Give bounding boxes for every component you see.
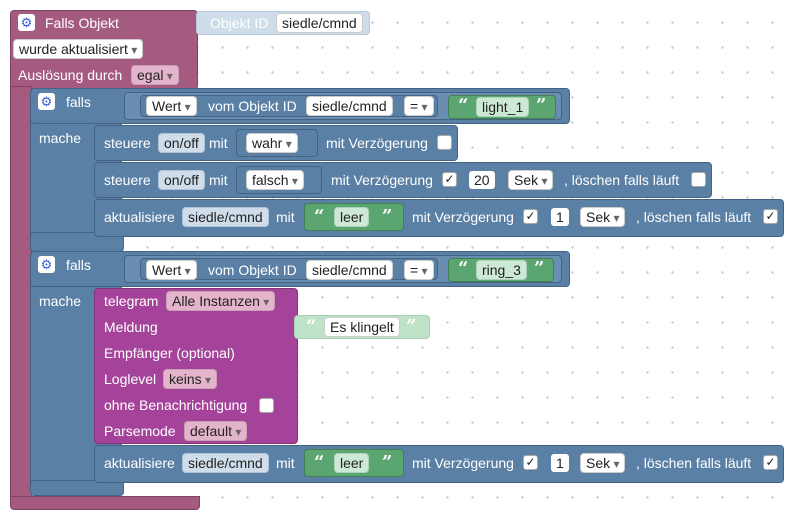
clear-label: , löschen falls läuft: [636, 455, 752, 471]
loglevel-label: Loglevel: [104, 371, 157, 387]
delay-checkbox[interactable]: ✓: [442, 172, 457, 187]
state-field[interactable]: on/off: [158, 170, 205, 190]
clear-checkbox[interactable]: ✓: [763, 455, 778, 470]
silent-label: ohne Benachrichtigung: [104, 397, 248, 413]
text-field[interactable]: leer: [334, 453, 370, 473]
object-field[interactable]: siedle/cmnd: [182, 207, 269, 227]
object-id-label: Objekt ID: [210, 15, 269, 31]
with-label: mit: [209, 172, 228, 188]
bool-dropdown[interactable]: wahr: [246, 133, 298, 153]
control-label: steuere: [104, 172, 151, 188]
delay-unit-dropdown[interactable]: Sek: [580, 207, 626, 227]
parsemode-label: Parsemode: [104, 423, 176, 439]
clear-checkbox[interactable]: [691, 172, 706, 187]
bool-dropdown[interactable]: falsch: [246, 170, 304, 190]
operator-dropdown[interactable]: =: [404, 260, 434, 280]
parsemode-dropdown[interactable]: default: [184, 421, 248, 441]
update-label: aktualisiere: [104, 455, 175, 471]
recipient-label: Empfänger (optional): [104, 345, 235, 361]
from-object-label: vom Objekt ID: [208, 98, 297, 114]
gear-icon[interactable]: ⚙: [38, 93, 55, 110]
object-id-field[interactable]: siedle/cmnd: [306, 260, 393, 280]
value-dropdown[interactable]: Wert: [146, 260, 197, 280]
telegram-block[interactable]: [94, 288, 298, 444]
delay-unit-dropdown[interactable]: Sek: [580, 453, 626, 473]
object-id-field[interactable]: siedle/cmnd: [306, 96, 393, 116]
silent-checkbox[interactable]: [259, 398, 274, 413]
from-object-label: vom Objekt ID: [208, 262, 297, 278]
clear-label: , löschen falls läuft: [636, 209, 752, 225]
text-field[interactable]: light_1: [476, 97, 530, 117]
instance-dropdown[interactable]: Alle Instanzen: [166, 291, 276, 311]
loglevel-dropdown[interactable]: keins: [163, 369, 218, 389]
trigger-title: Falls Objekt: [45, 15, 119, 31]
with-label: mit: [276, 209, 295, 225]
quote-icon: ”: [536, 95, 547, 116]
delay-unit-dropdown[interactable]: Sek: [508, 170, 554, 190]
telegram-label: telegram: [104, 293, 159, 309]
delay-value-field[interactable]: 1: [550, 453, 570, 473]
quote-icon: ”: [406, 316, 417, 337]
delay-label: mit Verzögerung: [412, 209, 514, 225]
quote-icon: ”: [382, 206, 393, 227]
with-label: mit: [276, 455, 295, 471]
quote-icon: ”: [382, 452, 393, 473]
quote-icon: “: [314, 206, 325, 227]
message-text-field[interactable]: Es klingelt: [324, 317, 400, 337]
if-block-2-bottom: [30, 480, 124, 496]
event-dropdown[interactable]: wurde aktualisiert: [13, 39, 144, 59]
delay-label: mit Verzögerung: [412, 455, 514, 471]
clear-label: , löschen falls läuft: [564, 172, 680, 188]
update-label: aktualisiere: [104, 209, 175, 225]
delay-checkbox[interactable]: ✓: [523, 209, 538, 224]
quote-icon: “: [306, 316, 317, 337]
if-label: falls: [66, 257, 91, 273]
delay-checkbox[interactable]: ✓: [523, 455, 538, 470]
trigger-by-dropdown[interactable]: egal: [131, 65, 179, 85]
operator-dropdown[interactable]: =: [404, 96, 434, 116]
with-label: mit: [209, 135, 228, 151]
state-field[interactable]: on/off: [158, 133, 205, 153]
gear-icon[interactable]: ⚙: [38, 256, 55, 273]
delay-label: mit Verzögerung: [326, 135, 428, 151]
do-label: mache: [39, 130, 82, 146]
clear-checkbox[interactable]: ✓: [763, 209, 778, 224]
trigger-block-spine: [10, 86, 32, 506]
control-label: steuere: [104, 135, 151, 151]
delay-label: mit Verzögerung: [331, 172, 433, 188]
quote-icon: ”: [534, 258, 545, 279]
if-label: falls: [66, 94, 91, 110]
delay-value-field[interactable]: 1: [550, 207, 570, 227]
object-field[interactable]: siedle/cmnd: [182, 453, 269, 473]
quote-icon: “: [458, 258, 469, 279]
trigger-by-label: Auslösung durch: [18, 67, 123, 83]
do-label: mache: [39, 293, 82, 309]
message-label: Meldung: [104, 319, 158, 335]
quote-icon: “: [314, 452, 325, 473]
object-id-field[interactable]: siedle/cmnd: [276, 13, 363, 33]
quote-icon: “: [458, 95, 469, 116]
text-field[interactable]: leer: [334, 207, 370, 227]
text-field[interactable]: ring_3: [476, 260, 527, 280]
gear-icon[interactable]: ⚙: [18, 14, 35, 31]
value-dropdown[interactable]: Wert: [146, 96, 197, 116]
delay-checkbox[interactable]: [437, 135, 452, 150]
trigger-block-bottom: [10, 496, 200, 510]
delay-value-field[interactable]: 20: [468, 170, 496, 190]
